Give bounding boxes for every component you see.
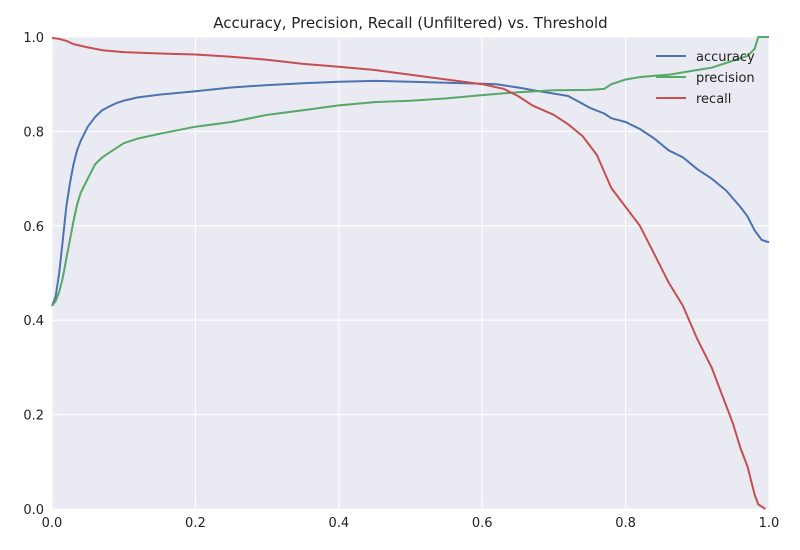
x-tick-label: 0.0 [42, 516, 63, 531]
chart-title: Accuracy, Precision, Recall (Unfiltered)… [213, 14, 607, 32]
y-tick-label: 0.8 [23, 125, 44, 140]
legend-label-accuracy: accuracy [696, 50, 755, 65]
series-line-recall [51, 36, 766, 510]
y-tick-label: 0.2 [23, 409, 44, 424]
legend: accuracy precision recall [656, 50, 755, 107]
y-tick-label: 0.0 [23, 503, 44, 518]
series-line-accuracy [51, 79, 770, 307]
x-axis: 0.0 0.2 0.4 0.6 0.8 1.0 [42, 516, 780, 531]
legend-label-recall: recall [696, 92, 731, 107]
y-tick-label: 1.0 [23, 31, 44, 46]
y-tick-label: 0.6 [23, 220, 44, 235]
x-tick-label: 0.6 [472, 516, 493, 531]
series-lines [51, 36, 770, 510]
x-tick-label: 1.0 [759, 516, 780, 531]
y-tick-label: 0.4 [23, 314, 44, 329]
plot-area [52, 37, 769, 509]
y-axis: 0.0 0.2 0.4 0.6 0.8 1.0 [23, 31, 44, 518]
legend-label-precision: precision [696, 71, 755, 86]
x-tick-label: 0.2 [185, 516, 206, 531]
series-line-precision [51, 36, 769, 307]
x-tick-label: 0.8 [615, 516, 636, 531]
x-tick-label: 0.4 [328, 516, 349, 531]
